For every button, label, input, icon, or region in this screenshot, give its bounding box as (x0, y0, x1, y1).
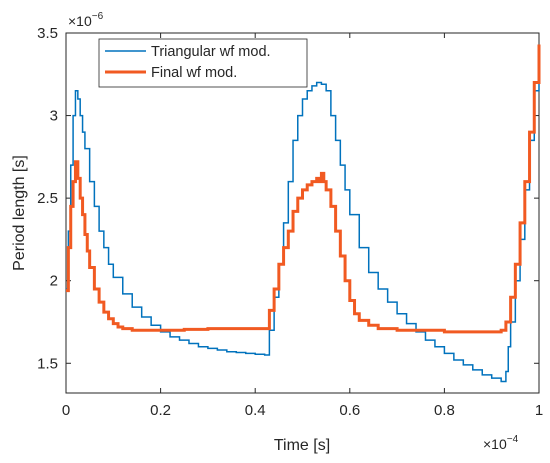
series-line-final (66, 44, 541, 334)
axis-ticks: 0 0.2 0.4 0.6 0.8 1 1.5 2 2.5 3 3.5 (37, 25, 543, 419)
y-axis-title: Period length [s] (11, 155, 28, 271)
y-exponent-label: ×10−6 (68, 11, 104, 29)
y-tick-label: 1.5 (37, 355, 58, 372)
x-tick-label: 0.8 (434, 402, 455, 419)
legend-label-triangular: Triangular wf mod. (151, 44, 271, 60)
x-tick-label: 1 (535, 402, 543, 419)
x-tick-label: 0 (62, 402, 70, 419)
y-tick-label: 3.5 (37, 25, 58, 42)
legend-label-final: Final wf mod. (151, 65, 237, 81)
x-tick-label: 0.4 (245, 402, 266, 419)
y-exponent-power: −6 (92, 11, 104, 22)
y-tick-label: 3 (50, 108, 58, 125)
series-line-triangular (66, 46, 540, 383)
x-tick-label: 0.2 (150, 402, 171, 419)
legend: Triangular wf mod. Final wf mod. (98, 38, 308, 88)
x-tick-label: 0.6 (339, 402, 360, 419)
x-exponent-label: ×10−4 (483, 434, 519, 452)
y-exponent-base: ×10 (68, 13, 92, 29)
series-layer (66, 44, 541, 383)
legend-box (98, 38, 308, 88)
x-exponent-power: −4 (507, 434, 519, 445)
y-tick-label: 2 (50, 273, 58, 290)
y-tick-label: 2.5 (37, 190, 58, 207)
x-exponent-base: ×10 (483, 436, 507, 452)
x-axis-title: Time [s] (274, 437, 330, 454)
